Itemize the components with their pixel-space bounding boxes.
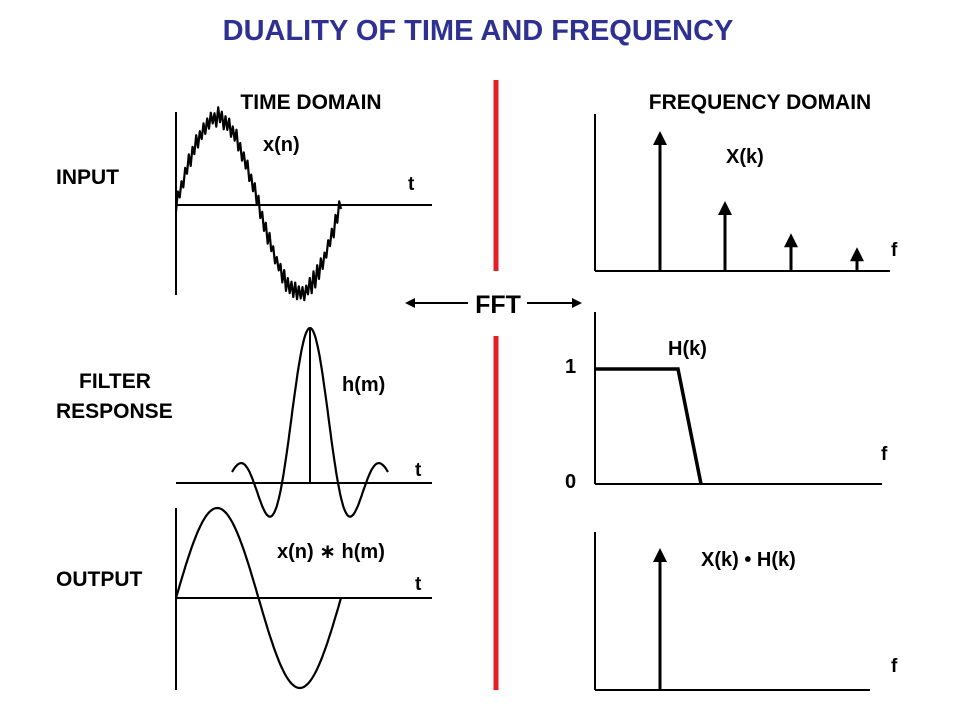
output-arrowhead-1: [653, 548, 667, 562]
filter-spectrum-label: H(k): [668, 338, 707, 360]
output-freq-axis-label: f: [891, 656, 898, 677]
input-arrowhead-2: [718, 201, 732, 215]
output-signal-curve: [174, 506, 343, 690]
output-freq-plot: X(k) • H(k) f: [594, 532, 898, 691]
filter-time-axis-label: t: [415, 460, 422, 481]
filter-time-plot: h(m) t: [176, 326, 432, 518]
row-label-output: OUTPUT: [56, 568, 143, 591]
output-time-axis-label: t: [415, 574, 422, 595]
filter-tick-1: 1: [565, 356, 576, 378]
filter-tick-0: 0: [565, 471, 576, 493]
row-label-response: RESPONSE: [56, 400, 173, 423]
input-arrowhead-1: [653, 131, 667, 145]
input-freq-plot: X(k) f: [594, 114, 898, 272]
input-arrowhead-3: [784, 233, 798, 248]
impulse-response-curve: [231, 326, 389, 518]
output-time-plot: x(n) ∗ h(m) t: [174, 506, 432, 690]
time-domain-header: TIME DOMAIN: [240, 91, 381, 114]
input-signal-label: x(n): [263, 134, 300, 156]
filter-freq-axis-label: f: [881, 444, 888, 465]
row-label-filter: FILTER: [79, 370, 151, 393]
input-spectrum-label: X(k): [726, 146, 764, 168]
input-arrowhead-4: [850, 247, 864, 262]
fft-label: FFT: [475, 291, 521, 319]
frequency-domain-header: FREQUENCY DOMAIN: [649, 91, 871, 114]
input-time-plot: x(n) t: [174, 106, 432, 302]
page-title: DUALITY OF TIME AND FREQUENCY: [223, 15, 734, 47]
impulse-response-label: h(m): [342, 374, 385, 396]
input-signal-curve: [174, 106, 343, 302]
input-freq-axis-label: f: [891, 240, 898, 261]
filter-freq-plot: H(k) 1 0 f: [565, 312, 888, 493]
output-signal-label: x(n) ∗ h(m): [277, 541, 385, 563]
input-time-axis-label: t: [408, 174, 415, 195]
row-label-input: INPUT: [56, 166, 119, 189]
output-spectrum-label: X(k) • H(k): [701, 549, 796, 571]
filter-spectrum-curve: [595, 367, 703, 485]
